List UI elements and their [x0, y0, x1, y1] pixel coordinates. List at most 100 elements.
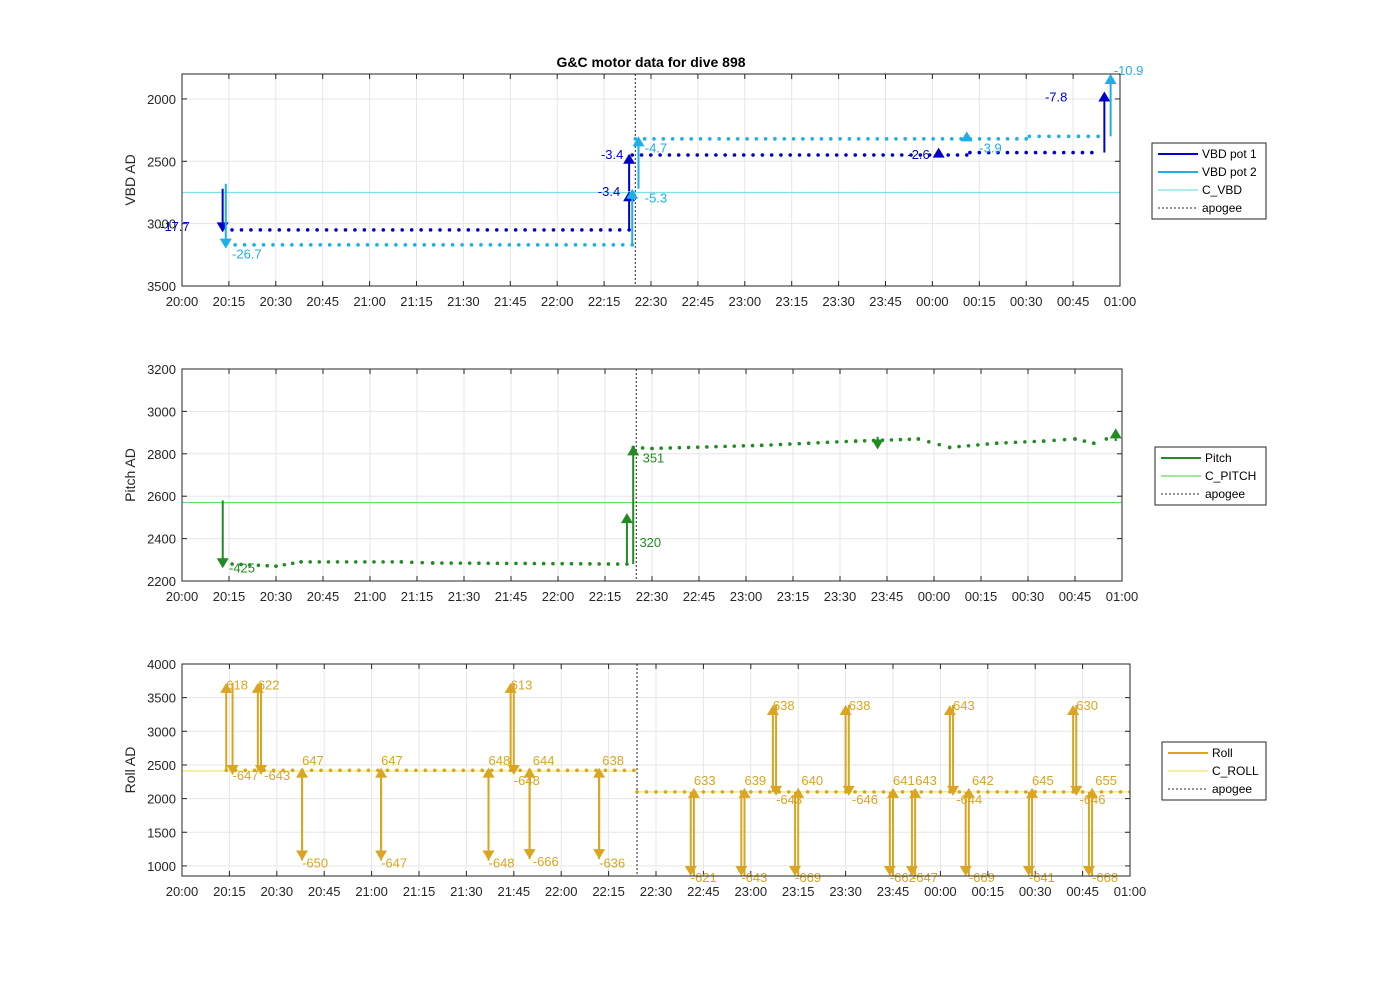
- series-point: [542, 228, 546, 232]
- series-point: [535, 243, 540, 247]
- series-point: [996, 137, 1001, 141]
- series-point: [834, 790, 838, 794]
- x-tick-label: 22:00: [545, 884, 578, 899]
- series-point: [498, 243, 502, 247]
- series-point: [578, 561, 583, 566]
- series-point: [518, 768, 522, 773]
- series-point: [680, 137, 684, 141]
- series-point: [532, 561, 537, 566]
- series-point: [477, 561, 481, 566]
- x-tick-label: 22:30: [635, 294, 668, 309]
- series-point: [537, 768, 541, 773]
- series-point: [556, 768, 560, 773]
- x-tick-label: 21:00: [355, 884, 388, 899]
- arrow-head: [220, 682, 233, 693]
- series-point: [786, 790, 791, 794]
- series-point: [723, 444, 727, 449]
- arrow-label: 638: [773, 698, 795, 713]
- series-point: [239, 228, 244, 232]
- series-point: [504, 561, 509, 566]
- series-point: [769, 443, 773, 447]
- x-tick-label: 23:45: [877, 884, 910, 899]
- arrow: 642: [962, 773, 994, 876]
- arrow-head: [255, 765, 267, 776]
- series-point: [732, 153, 737, 157]
- arrow-label: 618: [226, 678, 248, 693]
- x-tick-label: 21:15: [403, 884, 436, 899]
- series-point: [247, 563, 252, 567]
- x-tick-label: 00:45: [1059, 589, 1092, 604]
- series-point: [277, 228, 282, 232]
- series-point: [763, 137, 768, 141]
- series-point: [1080, 790, 1085, 794]
- series-point: [987, 137, 991, 141]
- arrow: 647: [375, 753, 403, 861]
- series-point: [758, 790, 763, 794]
- arrow: -3.9: [960, 131, 1002, 156]
- series-point: [947, 445, 952, 450]
- arrow-label: -647: [381, 855, 407, 870]
- series-point: [1061, 790, 1066, 794]
- series-point: [545, 243, 549, 247]
- series-point: [1062, 437, 1067, 442]
- x-tick-label: 00:45: [1057, 294, 1090, 309]
- series-point: [479, 243, 483, 247]
- series-point: [357, 768, 361, 773]
- series-point: [881, 790, 886, 794]
- arrow-head: [947, 785, 960, 796]
- chart-title: G&C motor data for dive 898: [556, 54, 745, 70]
- series-point: [356, 243, 360, 247]
- series-point: [620, 243, 625, 247]
- x-tick-label: 20:30: [260, 589, 293, 604]
- arrow-label: -7.8: [1045, 89, 1067, 104]
- series-point: [480, 768, 485, 773]
- series-point: [315, 228, 319, 232]
- x-tick-label: 20:30: [260, 294, 293, 309]
- series-point: [1027, 134, 1032, 139]
- series-point: [608, 228, 613, 232]
- series-point: [573, 243, 578, 247]
- series-point: [807, 153, 811, 157]
- series-point: [816, 440, 820, 445]
- series-point: [372, 560, 376, 564]
- arrow: 351: [627, 445, 664, 565]
- series-point: [551, 561, 555, 566]
- series-point: [663, 790, 668, 794]
- series-point: [499, 768, 503, 773]
- arrow-head: [960, 131, 973, 142]
- series-point: [717, 137, 721, 141]
- series-point: [430, 561, 435, 565]
- series-point: [853, 790, 857, 794]
- x-tick-label: 23:30: [829, 884, 862, 899]
- series-point: [1082, 439, 1087, 443]
- series-point: [677, 445, 682, 450]
- series-point: [365, 243, 370, 247]
- arrow-head: [375, 767, 388, 778]
- series-point: [788, 442, 792, 446]
- series-point: [400, 228, 405, 232]
- series-point: [805, 790, 810, 794]
- arrow-head: [871, 439, 884, 450]
- series-point: [824, 790, 829, 794]
- series-point: [516, 243, 521, 247]
- series-point: [622, 768, 627, 773]
- series-point: [326, 560, 331, 564]
- series-point: [985, 442, 990, 446]
- series-point: [964, 153, 969, 157]
- series-point: [1047, 134, 1051, 139]
- x-tick-label: 23:00: [729, 294, 762, 309]
- arrow-label: -3.4: [601, 147, 623, 162]
- x-tick-label: 20:15: [213, 294, 246, 309]
- series-point: [652, 137, 656, 141]
- series-point: [551, 228, 556, 232]
- arrow-head: [932, 147, 945, 158]
- x-tick-label: 23:15: [775, 294, 808, 309]
- legend-label: VBD pot 1: [1202, 147, 1257, 161]
- series-point: [835, 440, 839, 444]
- arrow-head: [687, 787, 700, 798]
- series-point: [334, 228, 338, 232]
- series-point: [853, 439, 858, 443]
- series-point: [791, 137, 796, 141]
- series-point: [261, 243, 266, 247]
